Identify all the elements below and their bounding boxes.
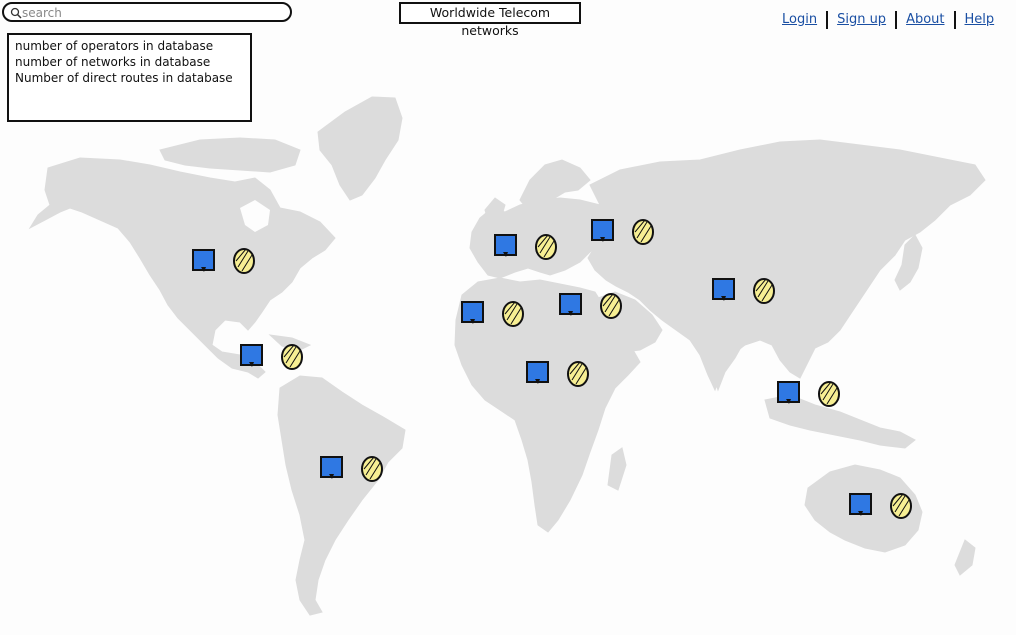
top-nav: Login Sign up About Help (780, 11, 996, 29)
marker-group-middle-east[interactable] (559, 293, 622, 319)
operator-circle-icon[interactable] (361, 456, 383, 482)
routes-count-label: Number of direct routes in database (15, 71, 233, 85)
search-box[interactable] (2, 2, 292, 22)
nav-divider (826, 11, 829, 29)
india (689, 317, 746, 392)
search-input[interactable] (22, 5, 282, 21)
operator-circle-icon[interactable] (502, 301, 524, 327)
caribbean-islands (268, 334, 312, 351)
operator-circle-icon[interactable] (890, 493, 912, 519)
arctic-islands (159, 137, 301, 173)
operator-circle-icon[interactable] (535, 234, 557, 260)
signup-link[interactable]: Sign up (837, 12, 887, 27)
operator-circle-icon[interactable] (753, 278, 775, 304)
hudson-bay (240, 200, 270, 232)
marker-group-western-europe[interactable] (494, 234, 557, 260)
marker-group-north-america[interactable] (192, 248, 255, 274)
marker-group-southeast-asia[interactable] (777, 381, 840, 407)
southeast-asia-islands (764, 394, 916, 449)
marker-group-south-america[interactable] (320, 456, 383, 482)
nav-divider (953, 11, 956, 29)
operator-circle-icon[interactable] (281, 344, 303, 370)
new-zealand (954, 539, 976, 576)
operator-circle-icon[interactable] (567, 361, 589, 387)
south-america (277, 375, 406, 616)
help-link[interactable]: Help (964, 12, 995, 27)
japan (894, 234, 923, 291)
operator-circle-icon[interactable] (233, 248, 255, 274)
login-link[interactable]: Login (782, 12, 818, 27)
africa (454, 277, 641, 533)
marker-group-australia[interactable] (849, 493, 912, 519)
marker-group-central-africa[interactable] (526, 361, 589, 387)
greenland (317, 96, 403, 201)
marker-group-asia[interactable] (712, 278, 775, 304)
database-stats-panel: number of operators in database number o… (7, 33, 252, 122)
madagascar (607, 447, 627, 491)
scandinavia (519, 159, 591, 213)
operator-circle-icon[interactable] (600, 293, 622, 319)
marker-group-central-america[interactable] (240, 344, 303, 370)
operators-count-label: number of operators in database (15, 39, 214, 53)
nav-divider (895, 11, 898, 29)
british-isles (484, 197, 506, 229)
search-icon (10, 7, 22, 19)
marker-group-north-africa[interactable] (461, 301, 524, 327)
marker-group-eastern-europe[interactable] (591, 219, 654, 245)
networks-count-label: number of networks in database (15, 55, 211, 69)
operator-circle-icon[interactable] (818, 381, 840, 407)
page-title: Worldwide Telecom networks (399, 2, 581, 38)
about-link[interactable]: About (906, 12, 945, 27)
operator-circle-icon[interactable] (632, 219, 654, 245)
asia (587, 139, 986, 392)
